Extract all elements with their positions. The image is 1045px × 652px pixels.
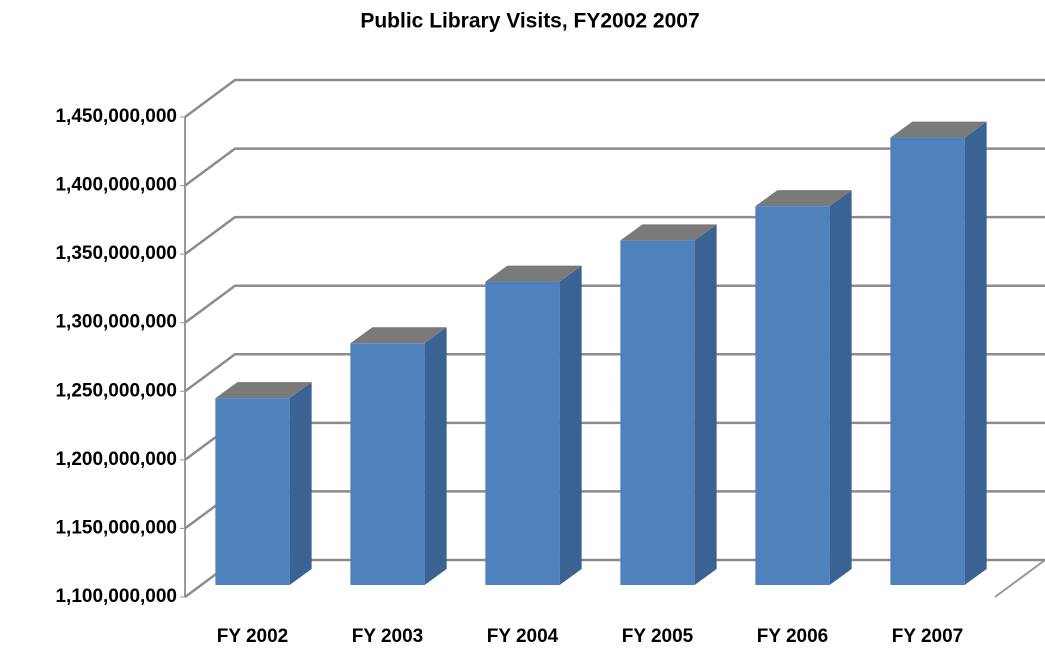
x-tick-label: FY 2007	[892, 626, 963, 647]
bar-top	[215, 382, 312, 399]
chart-title: Public Library Visits, FY2002 2007	[360, 10, 699, 33]
bar	[890, 137, 965, 586]
x-tick-label: FY 2003	[352, 626, 423, 647]
bar-top	[485, 265, 582, 282]
bar	[485, 281, 560, 585]
y-tick-label: 1,150,000,000	[55, 517, 177, 538]
bar	[755, 206, 830, 585]
grid-line	[184, 78, 1045, 119]
bar	[350, 343, 425, 585]
y-tick-label: 1,300,000,000	[55, 312, 177, 333]
bar-top	[755, 190, 852, 207]
x-tick-label: FY 2004	[487, 626, 559, 647]
y-tick-label: 1,200,000,000	[55, 449, 177, 470]
x-tick-label: FY 2005	[622, 626, 694, 647]
bar-side	[289, 382, 312, 585]
bar-side	[829, 190, 852, 585]
y-tick-label: 1,450,000,000	[55, 106, 177, 127]
y-tick-label: 1,350,000,000	[55, 243, 177, 264]
bar-side	[559, 265, 582, 585]
bar-side	[964, 121, 987, 586]
y-tick-label: 1,100,000,000	[55, 586, 177, 607]
bar-side	[424, 327, 447, 585]
bar	[620, 240, 695, 585]
y-tick-label: 1,400,000,000	[55, 175, 177, 196]
grid-line	[184, 147, 1045, 187]
y-tick-label: 1,250,000,000	[55, 380, 177, 401]
bar-top	[890, 121, 987, 138]
x-tick-label: FY 2006	[757, 626, 828, 647]
x-tick-label: FY 2002	[217, 626, 288, 647]
bar-top	[350, 327, 447, 344]
bar	[215, 398, 290, 585]
bar-top	[620, 224, 717, 241]
bar-side	[694, 224, 717, 585]
